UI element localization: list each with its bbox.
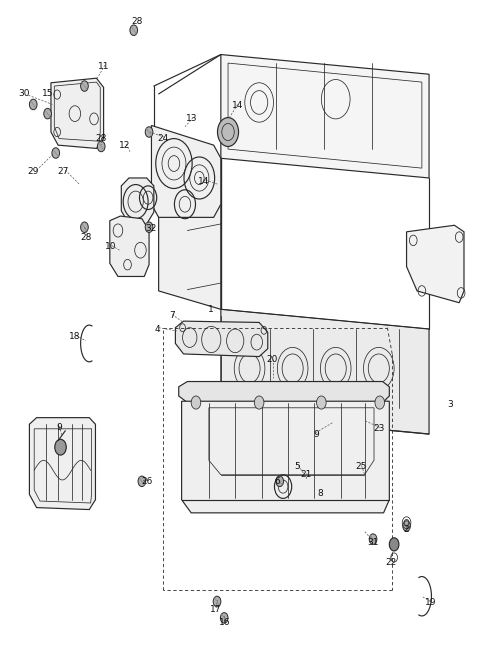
Circle shape: [213, 596, 221, 607]
Circle shape: [145, 222, 153, 232]
Text: 28: 28: [96, 134, 107, 143]
Circle shape: [389, 538, 399, 551]
Text: 17: 17: [210, 605, 222, 614]
Circle shape: [145, 127, 153, 138]
Text: 1: 1: [208, 305, 214, 314]
Polygon shape: [121, 178, 154, 224]
Polygon shape: [110, 216, 149, 276]
Polygon shape: [158, 159, 221, 309]
Circle shape: [191, 396, 201, 409]
Text: 23: 23: [373, 424, 384, 434]
Text: 21: 21: [300, 470, 312, 479]
Circle shape: [29, 99, 37, 110]
Circle shape: [81, 222, 88, 232]
Text: 7: 7: [169, 311, 175, 320]
Text: 28: 28: [132, 17, 143, 26]
Polygon shape: [179, 382, 389, 403]
Text: 5: 5: [295, 463, 300, 471]
Circle shape: [130, 25, 138, 36]
Circle shape: [52, 148, 60, 159]
Circle shape: [81, 81, 88, 91]
Text: 8: 8: [318, 489, 324, 497]
Text: 15: 15: [42, 89, 53, 99]
Polygon shape: [175, 321, 268, 357]
Text: 12: 12: [120, 141, 131, 149]
Text: 19: 19: [425, 598, 436, 607]
Polygon shape: [407, 225, 464, 303]
Text: 32: 32: [146, 224, 157, 233]
Circle shape: [97, 141, 105, 152]
Text: 6: 6: [275, 477, 280, 486]
Text: 18: 18: [69, 332, 81, 342]
Text: 25: 25: [355, 463, 366, 471]
Text: 29: 29: [27, 167, 39, 176]
Text: 30: 30: [18, 89, 29, 99]
Polygon shape: [152, 126, 221, 217]
Polygon shape: [51, 78, 104, 149]
Circle shape: [403, 520, 410, 531]
Polygon shape: [305, 409, 372, 477]
Text: 24: 24: [158, 134, 169, 143]
Text: 10: 10: [105, 242, 117, 251]
Text: 3: 3: [448, 400, 454, 409]
Polygon shape: [181, 401, 389, 513]
Text: 22: 22: [385, 557, 396, 567]
Circle shape: [44, 109, 51, 119]
Text: 14: 14: [232, 101, 243, 111]
Circle shape: [217, 118, 239, 147]
Text: 9: 9: [56, 423, 62, 432]
Circle shape: [317, 396, 326, 409]
Circle shape: [220, 613, 228, 623]
Text: 26: 26: [141, 477, 152, 486]
Circle shape: [254, 396, 264, 409]
Circle shape: [138, 476, 146, 486]
Circle shape: [276, 476, 284, 486]
Circle shape: [55, 440, 66, 455]
Text: 28: 28: [80, 232, 92, 241]
Text: 13: 13: [186, 114, 198, 124]
Text: 4: 4: [155, 324, 160, 334]
Text: 2: 2: [404, 525, 409, 534]
Polygon shape: [221, 309, 429, 434]
Text: 31: 31: [367, 538, 379, 547]
Text: 20: 20: [267, 355, 278, 365]
Polygon shape: [29, 418, 96, 509]
Polygon shape: [221, 55, 429, 178]
Circle shape: [375, 396, 384, 409]
Circle shape: [369, 534, 377, 544]
Text: 27: 27: [57, 167, 69, 176]
Text: 9: 9: [314, 430, 320, 439]
Text: 11: 11: [98, 62, 109, 71]
Text: 16: 16: [218, 618, 230, 627]
Text: 14: 14: [198, 177, 210, 186]
